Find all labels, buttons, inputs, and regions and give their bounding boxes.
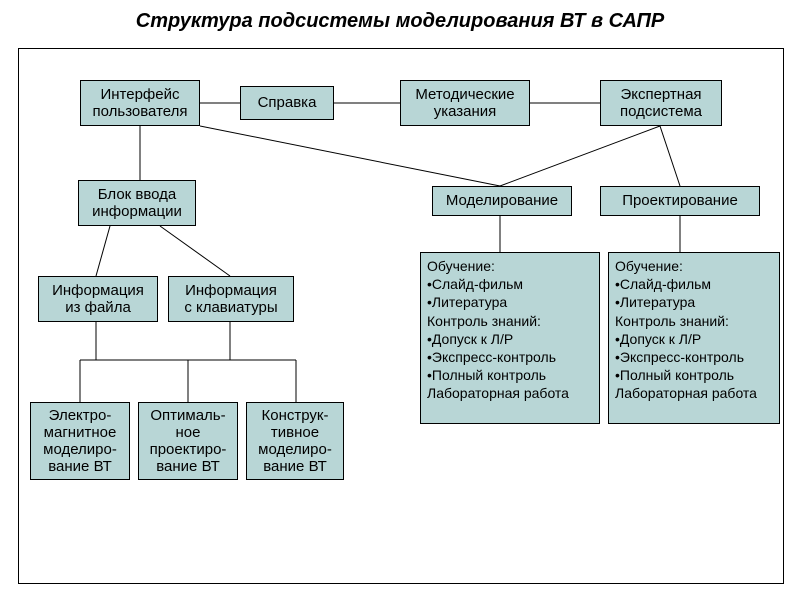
panel-p_model: Обучение: •Слайд-фильм •Литература Контр… — [420, 252, 600, 424]
node-n_file: Информация из файла — [38, 276, 158, 322]
diagram-canvas: Структура подсистемы моделирования ВТ в … — [0, 0, 800, 600]
node-n_kbd: Информация с клавиатуры — [168, 276, 294, 322]
node-n_expert: Экспертная подсистема — [600, 80, 722, 126]
node-n_constr: Конструк- тивное моделиро- вание ВТ — [246, 402, 344, 480]
node-n_ui: Интерфейс пользователя — [80, 80, 200, 126]
node-n_em: Электро- магнитное моделиро- вание ВТ — [30, 402, 130, 480]
panel-p_design: Обучение: •Слайд-фильм •Литература Контр… — [608, 252, 780, 424]
node-n_input: Блок ввода информации — [78, 180, 196, 226]
node-n_opt: Оптималь- ное проектиро- вание ВТ — [138, 402, 238, 480]
diagram-title: Структура подсистемы моделирования ВТ в … — [0, 10, 800, 33]
node-n_design: Проектирование — [600, 186, 760, 216]
node-n_help: Справка — [240, 86, 334, 120]
node-n_method: Методические указания — [400, 80, 530, 126]
node-n_model: Моделирование — [432, 186, 572, 216]
